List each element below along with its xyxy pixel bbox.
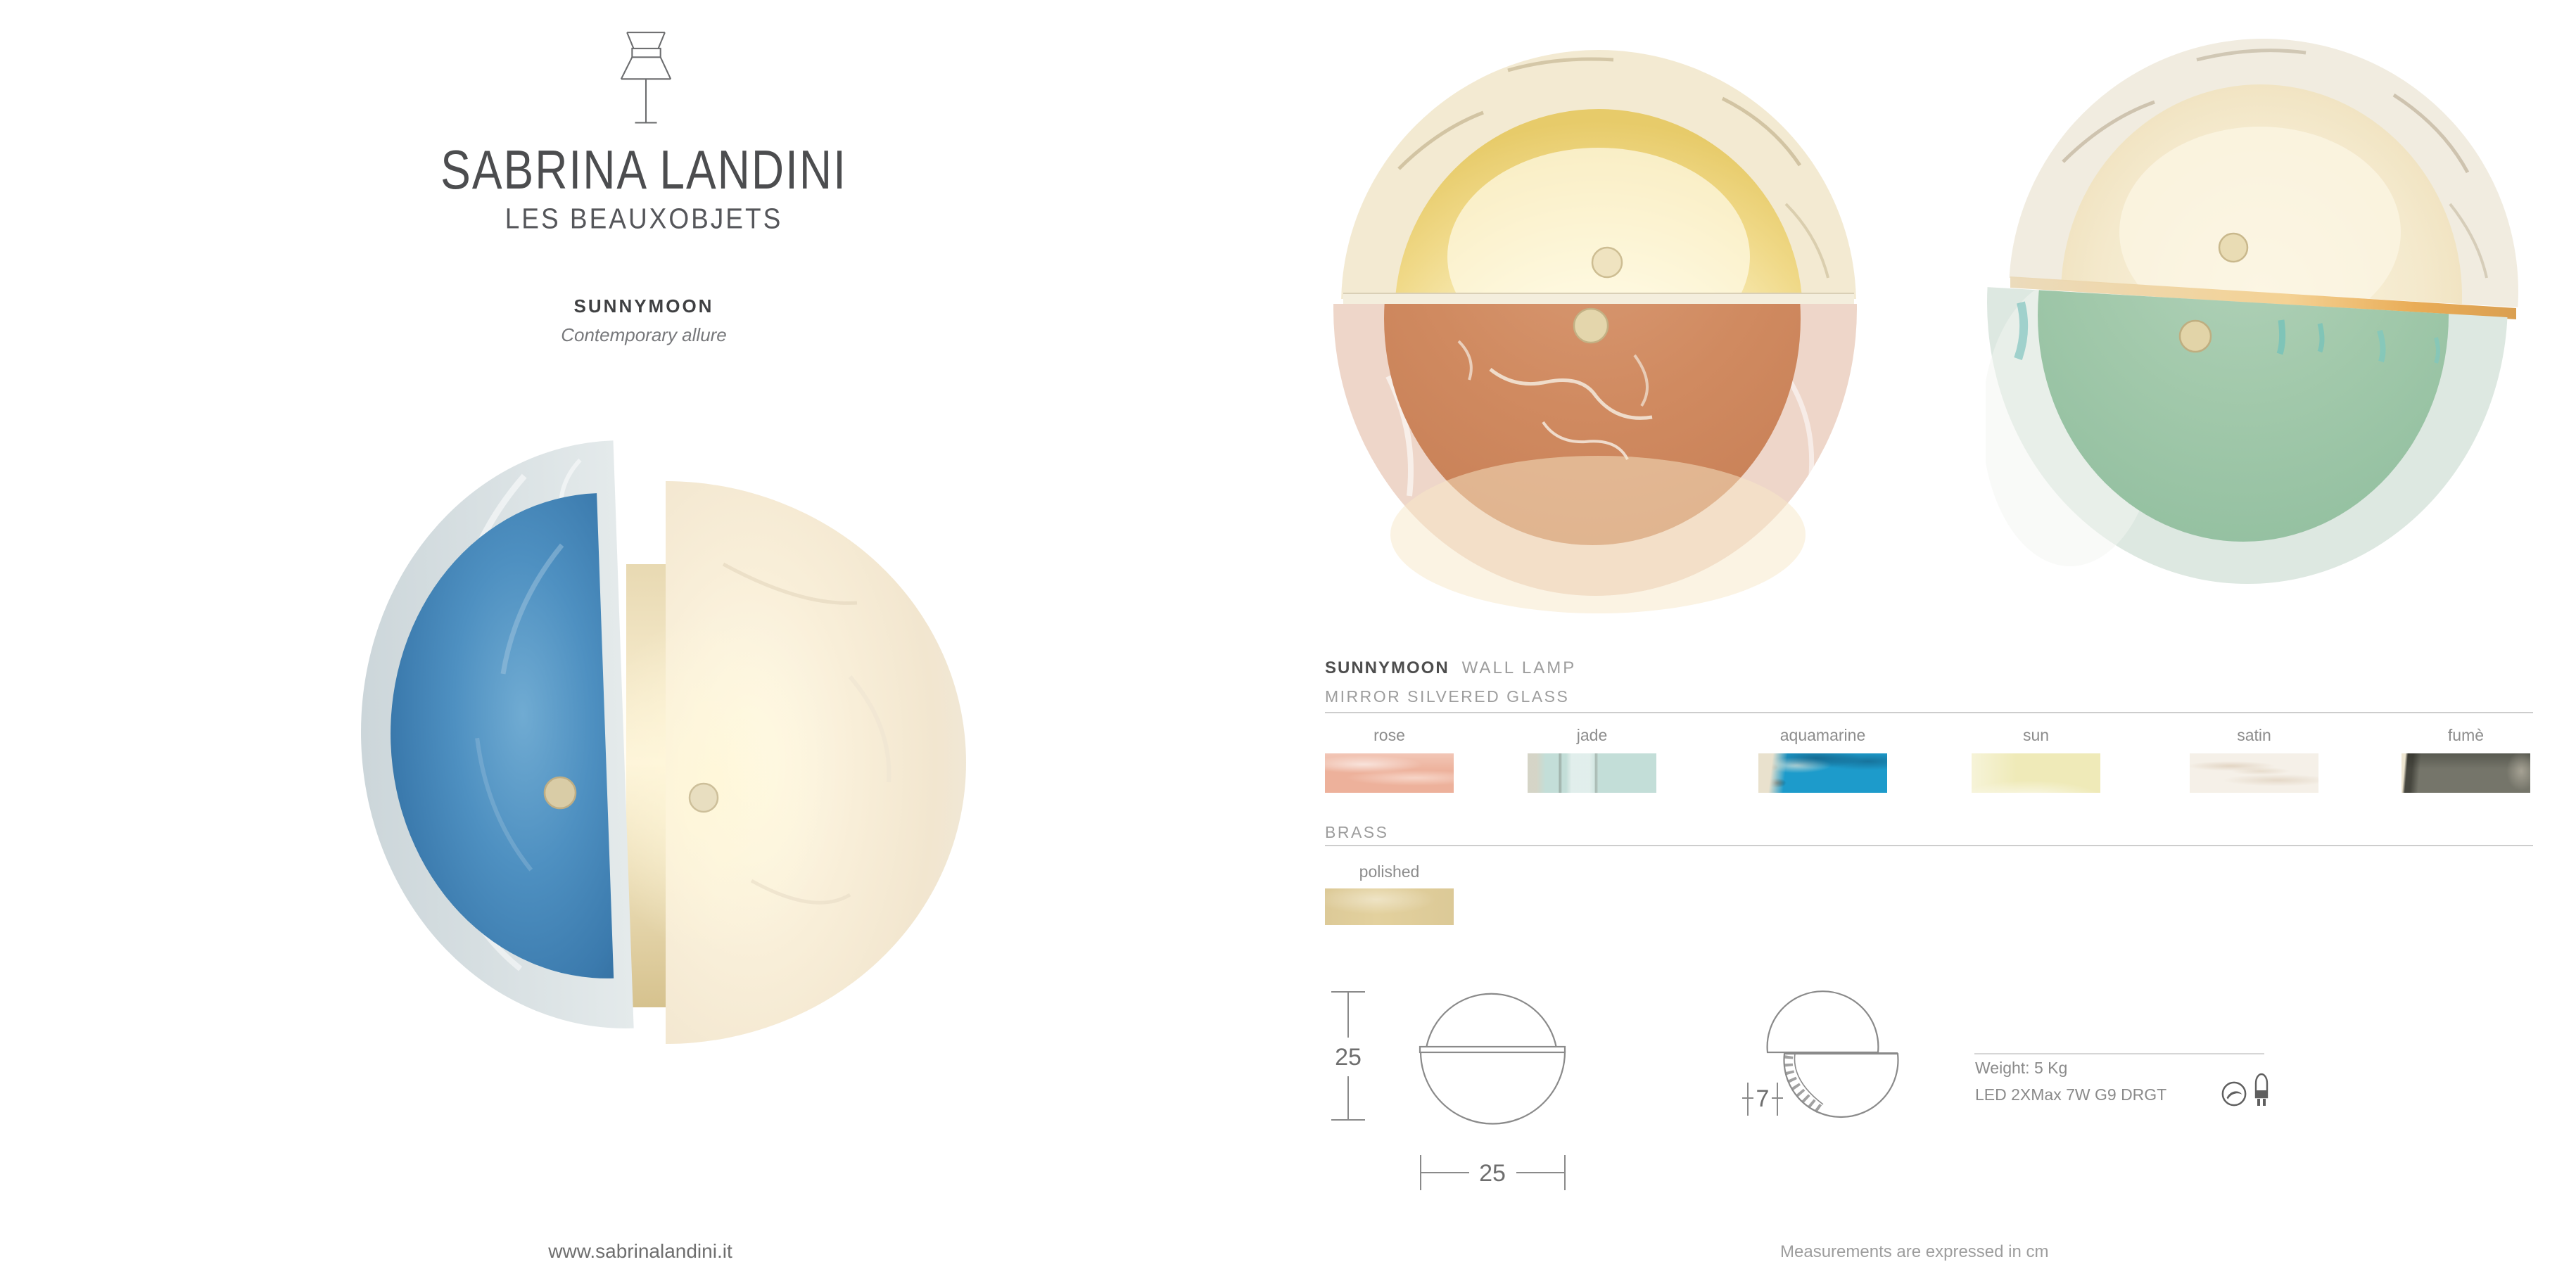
swatch-chip-polished: [1325, 888, 1454, 925]
brand-name: SABRINA LANDINI: [440, 139, 847, 201]
jade-bowl: [2038, 287, 2449, 542]
glass-swatch-sun: sun: [1972, 726, 2100, 793]
detail-header: SUNNYMOON WALL LAMP: [1325, 658, 1576, 678]
blue-glass-disc: [391, 493, 614, 978]
divider: [1974, 1053, 2264, 1054]
front-view-diagram: 25 25: [1331, 991, 1566, 1190]
spec-weight: Weight: 5 Kg: [1975, 1059, 2068, 1077]
glass-swatch-rose: rose: [1325, 726, 1454, 793]
divider: [1325, 845, 2533, 846]
spec-led: LED 2XMax 7W G9 DRGT: [1975, 1085, 2167, 1104]
swatch-chip-satin: [2190, 753, 2318, 793]
width-dimension-label: 25: [1479, 1160, 1506, 1187]
glass-swatch-aquamarine: aquamarine: [1758, 726, 1887, 793]
depth-dimension-label: 7: [1756, 1085, 1770, 1112]
swatch-chip-aquamarine: [1758, 753, 1887, 793]
brass-pin: [2178, 319, 2212, 353]
brass-swatch-polished: polished: [1325, 862, 1454, 925]
glass-swatch-satin: satin: [2190, 726, 2318, 793]
brass-pin: [1573, 307, 1609, 344]
product-tagline: Contemporary allure: [561, 324, 727, 345]
swatch-label: satin: [2237, 726, 2271, 744]
website-link[interactable]: www.sabrinalandini.it: [548, 1240, 732, 1262]
dimmer-icon: [2221, 1081, 2247, 1107]
divider: [1325, 712, 2533, 713]
detail-product-name: SUNNYMOON: [1325, 658, 1449, 677]
product-photo-main: [361, 440, 966, 1044]
table-lamp-logo-icon: [620, 32, 672, 124]
measurements-note: Measurements are expressed in cm: [1780, 1242, 2049, 1261]
swatch-label: aquamarine: [1779, 726, 1866, 744]
swatch-chip-sun: [1972, 753, 2100, 793]
brass-pin: [543, 776, 577, 810]
side-view-diagram: 7: [1742, 990, 1899, 1118]
swatch-label: sun: [2022, 726, 2050, 744]
product-photo-satin-jade: [1986, 38, 2518, 584]
glass-section-title: MIRROR SILVERED GLASS: [1325, 687, 1570, 706]
brass-pin: [1591, 246, 1623, 279]
swatch-chip-jade: [1528, 753, 1656, 793]
g9-bulb-icon: [2254, 1073, 2269, 1106]
brand-subtitle: LES BEAUXOBJETS: [505, 203, 783, 235]
product-title: SUNNYMOON: [573, 295, 714, 317]
swatch-label: rose: [1373, 726, 1405, 744]
glass-swatch-jade: jade: [1528, 726, 1656, 793]
swatch-label: jade: [1576, 726, 1608, 744]
product-photo-sun-rose: [1333, 50, 1857, 613]
brass-section-title: BRASS: [1325, 823, 1389, 841]
swatch-chip-rose: [1325, 753, 1454, 793]
swatch-label: fumè: [2447, 726, 2485, 744]
swatch-label: polished: [1359, 862, 1420, 881]
brass-pin: [2218, 232, 2249, 263]
detail-product-type: WALL LAMP: [1461, 658, 1577, 677]
brass-pin: [688, 782, 719, 813]
height-dimension-label: 25: [1335, 1044, 1362, 1071]
glass-swatch-fume: fumè: [2401, 726, 2530, 793]
swatch-chip-fume: [2401, 753, 2530, 793]
